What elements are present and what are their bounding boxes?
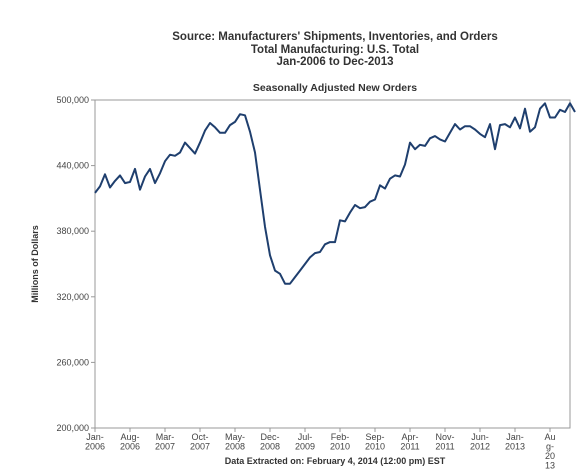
x-tick-label: Feb-2010: [330, 432, 350, 452]
y-tick-label: 380,000: [56, 226, 89, 236]
x-tick-label: Apr-2011: [400, 432, 419, 452]
y-tick-label: 200,000: [56, 423, 89, 433]
x-tick-label: Jan-2006: [85, 432, 105, 452]
chart-header: Source: Manufacturers' Shipments, Invent…: [100, 31, 570, 69]
header-line-series: Total Manufacturing: U.S. Total: [250, 43, 420, 56]
y-tick-label: 260,000: [56, 357, 89, 367]
x-tick-label: Jul-2009: [295, 432, 315, 452]
x-tick-label: Nov-2011: [435, 432, 454, 452]
x-tick-label: Oct-2007: [190, 432, 210, 452]
x-tick-label: Jun-2012: [470, 432, 490, 452]
plot-frame: [94, 99, 571, 429]
series-line-new-orders: [94, 102, 576, 285]
chart-title: Seasonally Adjusted New Orders: [252, 82, 418, 94]
y-tick-label: 440,000: [56, 161, 89, 171]
x-tick-label: Au g-20 13: [544, 432, 555, 471]
data-extracted-note: Data Extracted on: February 4, 2014 (12:…: [224, 456, 446, 466]
x-tick-label: Dec-2008: [260, 432, 280, 452]
header-line-range: Jan-2006 to Dec-2013: [276, 56, 394, 68]
y-tick-label: 320,000: [56, 292, 89, 302]
x-tick-label: Mar-2007: [155, 432, 175, 452]
y-axis-label: Millions of Dollars: [30, 225, 40, 303]
y-tick-label: 500,000: [56, 95, 89, 105]
x-tick-label: May-2008: [225, 432, 245, 452]
x-tick-label: Sep-2010: [365, 432, 385, 452]
x-tick-label: Aug-2006: [120, 432, 140, 452]
header-line-source: Source: Manufacturers' Shipments, Invent…: [172, 31, 498, 43]
x-tick-label: Jan-2013: [505, 432, 525, 452]
